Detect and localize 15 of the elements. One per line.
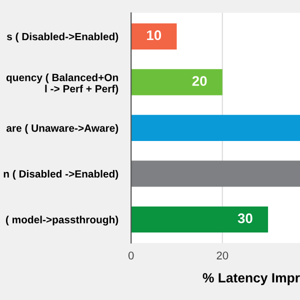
bar (131, 69, 222, 96)
y-tick-label: quency ( Balanced+On l -> Perf + Perf) (6, 74, 118, 94)
data-label: 20 (192, 76, 207, 86)
data-label: 30 (238, 213, 252, 224)
bar (131, 206, 268, 233)
bar (131, 23, 177, 50)
data-label: 10 (147, 30, 162, 40)
y-tick-label: s ( Disabled->Enabled) (6, 32, 118, 42)
y-tick-label: ( model->passthrough) (6, 216, 118, 226)
y-tick-label: are ( Unaware->Aware) (6, 124, 118, 134)
bar (131, 160, 300, 187)
x-tick-label: 0 (128, 252, 134, 260)
bar (131, 114, 300, 141)
x-axis-title: % Latency Impr (202, 273, 300, 286)
y-tick-label: n ( Disabled ->Enabled) (4, 170, 118, 180)
